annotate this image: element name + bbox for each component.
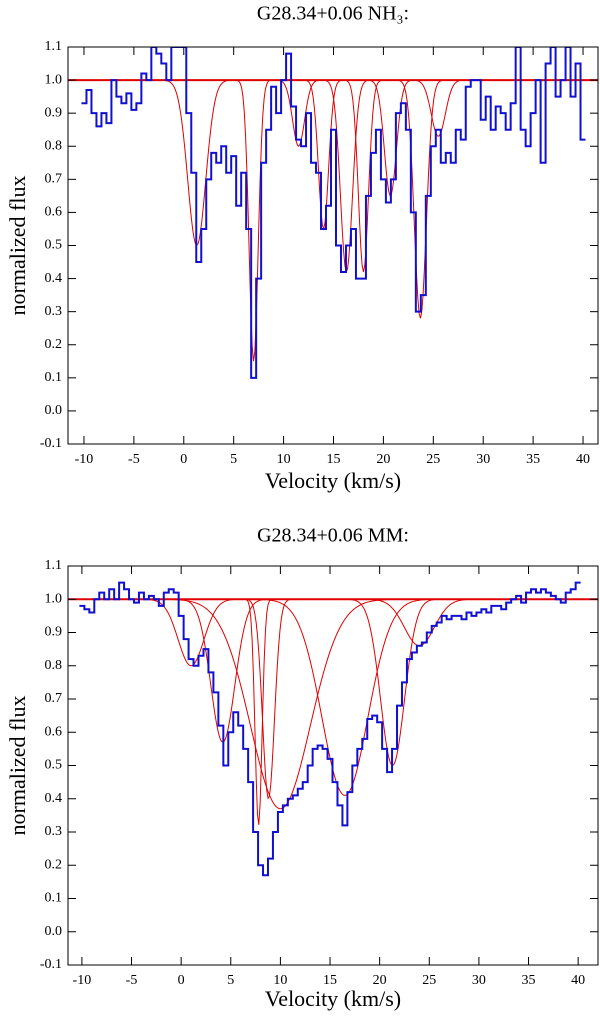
x-tick-label: 20 — [376, 452, 390, 467]
x-tick-label: -5 — [128, 452, 140, 467]
y-tick-label: 0.2 — [45, 857, 63, 872]
x-tick-label: 10 — [273, 973, 287, 988]
x-tick-label: 0 — [180, 452, 187, 467]
y-tick-label: 0.3 — [45, 304, 63, 319]
y-tick-label: -0.1 — [40, 957, 62, 972]
x-tick-label: 25 — [422, 973, 436, 988]
x-axis-label: Velocity (km/s) — [265, 986, 401, 1011]
chart-title: G28.34+0.06 MM: — [257, 525, 409, 547]
x-tick-label: -10 — [73, 973, 92, 988]
y-tick-label: 0.7 — [45, 691, 63, 706]
y-tick-label: 0.7 — [45, 172, 63, 187]
x-tick-label: 40 — [576, 452, 590, 467]
y-tick-label: 0.6 — [45, 205, 63, 220]
fit-component — [68, 79, 598, 137]
y-tick-label: 0.0 — [45, 924, 63, 939]
x-tick-label: 5 — [230, 452, 237, 467]
spectrum — [81, 47, 586, 379]
y-tick-label: 0.3 — [45, 824, 63, 839]
spectrum — [79, 581, 581, 877]
fit-component — [68, 79, 598, 148]
y-tick-label: 0.8 — [45, 658, 63, 673]
x-tick-label: 20 — [373, 973, 387, 988]
fit-component — [68, 79, 598, 319]
fit-component — [68, 598, 598, 825]
chart-title: G28.34+0.06 NH₃: — [257, 3, 409, 25]
x-tick-label: -5 — [126, 973, 138, 988]
y-tick-label: 0.8 — [45, 138, 63, 153]
fit-component — [68, 598, 598, 767]
x-tick-label: 40 — [571, 973, 585, 988]
x-tick-label: -10 — [75, 452, 94, 467]
y-tick-label: 0.4 — [45, 791, 63, 806]
y-tick-label: 1.0 — [45, 591, 63, 606]
fit-component — [68, 598, 598, 667]
x-tick-label: 25 — [426, 452, 440, 467]
x-axis-label: Velocity (km/s) — [265, 468, 401, 493]
x-tick-label: 0 — [178, 973, 185, 988]
x-tick-label: 10 — [277, 452, 291, 467]
y-tick-label: 0.5 — [45, 758, 63, 773]
y-tick-label: 0.1 — [45, 370, 63, 385]
y-tick-label: 1.0 — [45, 72, 63, 87]
y-tick-label: 1.1 — [45, 558, 63, 573]
y-axis-label: normalized flux — [5, 696, 30, 836]
y-tick-label: 0.9 — [45, 105, 63, 120]
x-tick-label: 15 — [323, 973, 337, 988]
x-tick-label: 15 — [326, 452, 340, 467]
y-tick-label: -0.1 — [40, 436, 62, 451]
x-tick-label: 30 — [472, 973, 486, 988]
x-tick-label: 35 — [522, 973, 536, 988]
y-tick-label: 0.2 — [45, 337, 63, 352]
x-tick-label: 5 — [227, 973, 234, 988]
fit-component — [68, 598, 598, 743]
fit-component — [68, 79, 598, 231]
fit-component — [68, 598, 598, 647]
y-tick-label: 0.4 — [45, 271, 63, 286]
y-tick-label: 0.0 — [45, 403, 63, 418]
y-tick-label: 0.9 — [45, 625, 63, 640]
x-tick-label: 30 — [476, 452, 490, 467]
fit-component — [68, 79, 598, 362]
y-axis-label: normalized flux — [5, 176, 30, 316]
y-tick-label: 0.5 — [45, 238, 63, 253]
y-tick-label: 1.1 — [45, 39, 63, 54]
y-tick-label: 0.6 — [45, 724, 63, 739]
x-tick-label: 35 — [526, 452, 540, 467]
y-tick-label: 0.1 — [45, 891, 63, 906]
